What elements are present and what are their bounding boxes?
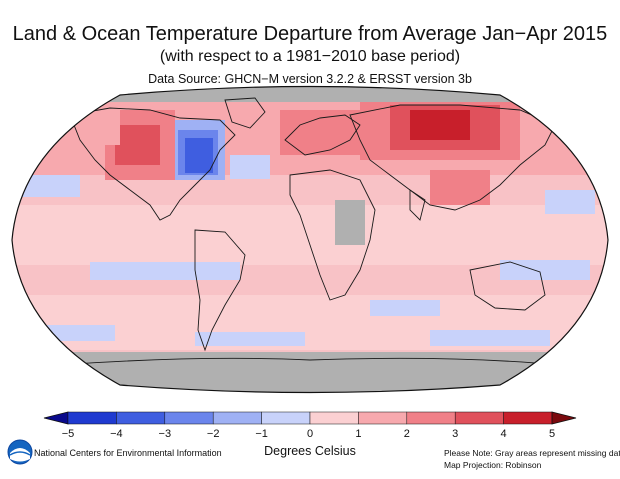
colorbar-tick-label: 2 <box>404 428 410 440</box>
colorbar-tick-label: −4 <box>110 428 123 440</box>
colorbar-tick-label: 3 <box>452 428 458 440</box>
colorbar-label: Degrees Celsius <box>264 444 356 458</box>
map-title: Land & Ocean Temperature Departure from … <box>12 23 608 45</box>
colorbar-cell <box>309 411 359 425</box>
coastlines <box>59 97 561 366</box>
colorbar-tick-label: 1 <box>355 428 361 440</box>
map-subtitle: (with respect to a 1981−2010 base period… <box>159 48 461 65</box>
colorbar-cell <box>503 411 553 425</box>
colorbar-tick-label: 4 <box>501 428 507 440</box>
colorbar-cell <box>67 411 117 425</box>
colorbar-cell <box>454 411 504 425</box>
colorbar-tick-label: −2 <box>207 428 220 440</box>
colorbar-tick-label: −5 <box>62 428 75 440</box>
data-source: Data Source: GHCN−M version 3.2.2 & ERSS… <box>148 72 472 86</box>
projection-note: Map Projection: Robinson <box>444 460 542 470</box>
colorbar-extend-max <box>551 411 577 425</box>
colorbar-tick-label: 0 <box>307 428 313 440</box>
colorbar-tick-label: −1 <box>255 428 268 440</box>
noaa-logo-icon <box>7 439 33 465</box>
agency-name: National Centers for Environmental Infor… <box>34 448 222 458</box>
colorbar-cell <box>212 411 262 425</box>
missing-data-note: Please Note: Gray areas represent missin… <box>444 448 620 458</box>
colorbar-cell <box>261 411 311 425</box>
anomaly-field <box>12 86 608 393</box>
colorbar-cell <box>116 411 166 425</box>
colorbar-cell <box>358 411 408 425</box>
colorbar-tick-label: 5 <box>549 428 555 440</box>
colorbar-tick-label: −3 <box>159 428 172 440</box>
colorbar-extend-min <box>43 411 69 425</box>
globe-outline <box>11 85 609 394</box>
colorbar-cell <box>406 411 456 425</box>
colorbar-cell <box>164 411 214 425</box>
